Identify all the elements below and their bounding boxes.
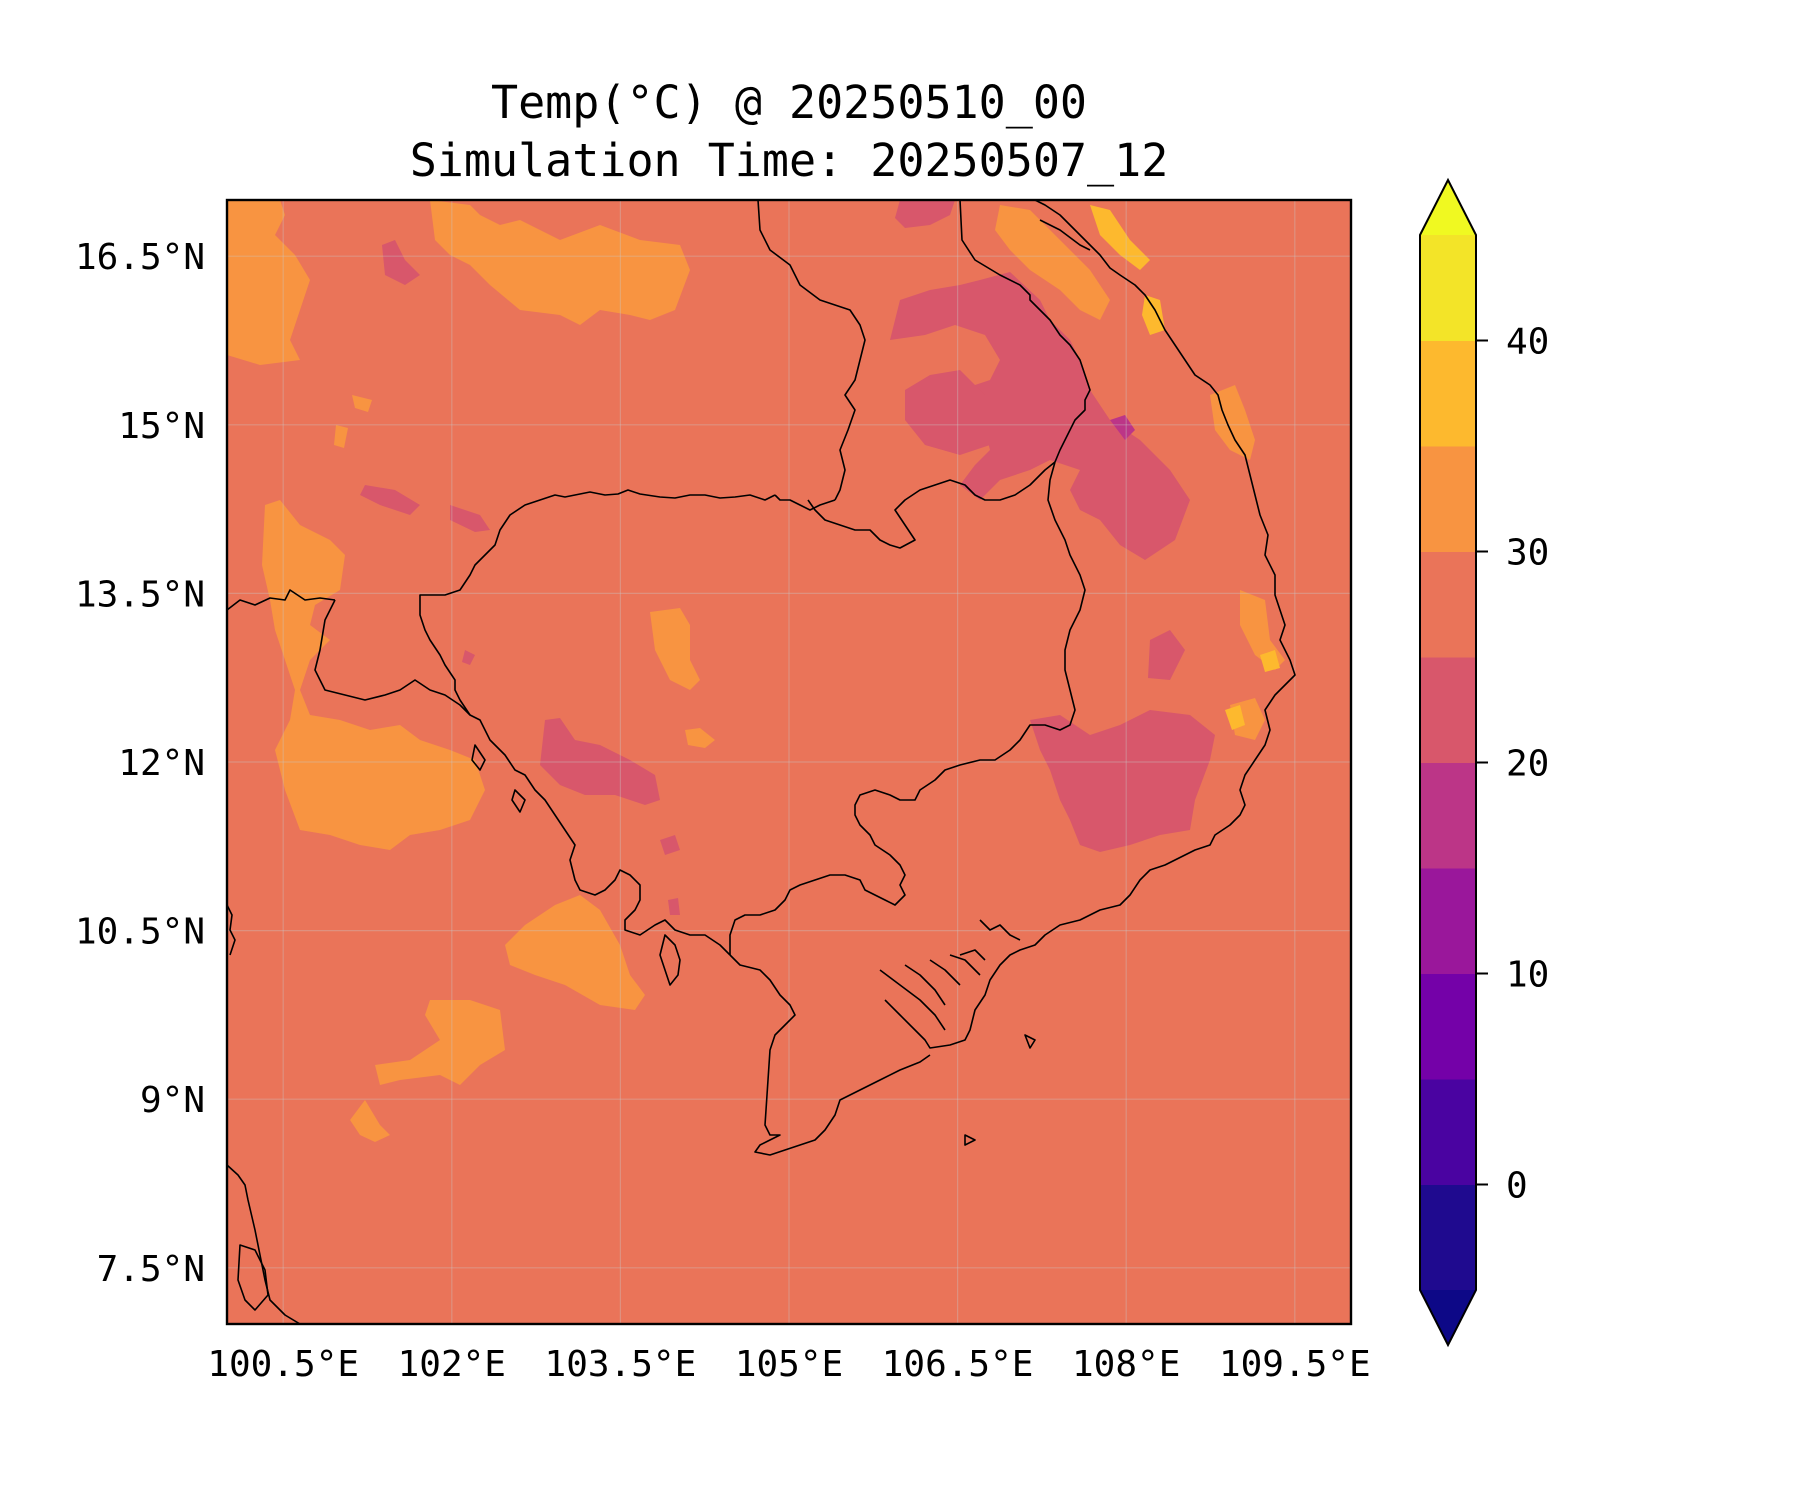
colorbar-segment: [1420, 340, 1476, 447]
coastline-mekong-delta: [879, 919, 1021, 1031]
region-pink-south-highland: [1030, 710, 1215, 852]
colorbar-tick-label: 0: [1506, 1166, 1528, 1207]
region-pink-tiny1: [660, 835, 680, 855]
colorbar-segment: [1420, 868, 1476, 974]
colorbar: 0 10 20 30 40: [1419, 177, 1549, 1348]
map-subtitle: Simulation Time: 20250507_12: [409, 134, 1169, 187]
region-orange-tiny2: [334, 425, 348, 448]
coastline-gulf-thailand-west: [227, 589, 336, 1324]
temp-15-20-regions: [1110, 415, 1135, 440]
region-orange-central-small: [685, 728, 715, 748]
temp-20-25-regions: [360, 200, 1215, 915]
x-tick-label: 102°E: [398, 1344, 506, 1385]
colorbar-segment: [1420, 235, 1476, 341]
colorbar-segment: [1420, 1184, 1476, 1291]
y-tick-label: 16.5°N: [75, 237, 205, 278]
temp-30-35-regions: [227, 200, 1285, 1142]
colorbar-tick-label: 10: [1506, 955, 1549, 996]
x-tick-label: 108°E: [1072, 1344, 1180, 1385]
region-orange-small-sw: [350, 1100, 390, 1142]
border-cambodia-vietnam: [729, 461, 1086, 955]
region-light-orange-coast1: [1142, 295, 1165, 335]
y-axis-tick-labels: 7.5°N 9°N 10.5°N 12°N 13.5°N 15°N 16.5°N: [75, 237, 205, 1290]
region-orange-coast-mid: [1210, 385, 1255, 460]
x-tick-label: 109.5°E: [1219, 1344, 1371, 1385]
region-orange-tiny1: [352, 395, 372, 412]
region-pink-highland: [890, 272, 1190, 560]
border-thailand-myanmar-southwest: [227, 904, 236, 956]
colorbar-segment: [1420, 1079, 1476, 1185]
region-orange-coast-south: [1240, 590, 1285, 670]
region-pink-north: [895, 200, 955, 228]
colorbar-outline: [1419, 177, 1477, 1348]
region-magenta-highland: [1110, 415, 1135, 440]
region-light-orange-coast3: [1260, 650, 1280, 672]
colorbar-over-extension: [1420, 180, 1476, 235]
colorbar-segment: [1420, 551, 1476, 658]
y-tick-label: 13.5°N: [75, 574, 205, 615]
map-title: Temp(°C) @ 20250510_00: [490, 76, 1088, 129]
temp-35-40-regions: [1090, 205, 1280, 730]
region-pink-central-east: [905, 370, 1000, 455]
colorbar-tick-label: 20: [1506, 744, 1549, 785]
colorbar-under-extension: [1420, 1290, 1476, 1345]
y-tick-label: 10.5°N: [75, 912, 205, 953]
region-light-orange-north: [1090, 205, 1150, 270]
coastline-cambodia-vietnam-south: [729, 200, 1296, 1156]
colorbar-segment: [1420, 973, 1476, 1080]
region-orange-coast-north: [995, 205, 1110, 320]
border-cambodia-laos: [807, 461, 1056, 549]
region-pink-west-strip1: [360, 485, 420, 515]
region-orange-gulf: [505, 895, 645, 1010]
coastline-islands-gulf: [237, 744, 1036, 1311]
y-tick-label: 9°N: [140, 1080, 205, 1121]
border-laos-thailand: [757, 200, 866, 511]
colorbar-segment: [1420, 446, 1476, 552]
region-orange-southwest: [375, 1000, 505, 1085]
region-pink-cambodia-west: [540, 718, 660, 805]
colorbar-tick-label: 40: [1506, 322, 1549, 363]
colorbar-segment: [1420, 657, 1476, 763]
region-pink-tiny2: [462, 650, 475, 665]
colorbar-segment: [1420, 762, 1476, 869]
coastlines-and-borders: [227, 200, 1296, 1324]
y-tick-label: 12°N: [118, 743, 205, 784]
map-frame: [225, 198, 1353, 1326]
x-tick-label: 106.5°E: [882, 1344, 1034, 1385]
x-axis-tick-labels: 100.5°E 102°E 103.5°E 105°E 106.5°E 108°E 109.…: [207, 1344, 1370, 1385]
region-pink-coast-east: [1148, 630, 1185, 680]
region-pink-north-small: [382, 240, 420, 285]
border-thailand-cambodia: [419, 489, 776, 716]
x-tick-label: 103.5°E: [545, 1344, 697, 1385]
gridlines: [227, 200, 1351, 1324]
region-pink-tiny3: [668, 898, 680, 915]
border-laos-vietnam: [959, 200, 1091, 463]
region-orange-northwest: [227, 200, 310, 365]
region-light-orange-coast2: [1225, 705, 1245, 730]
y-tick-label: 7.5°N: [97, 1249, 205, 1290]
map-area: [227, 200, 1351, 1324]
region-pink-west-strip2: [450, 505, 490, 532]
y-tick-label: 15°N: [118, 406, 205, 447]
x-tick-label: 105°E: [735, 1344, 843, 1385]
region-orange-west-lake: [262, 500, 485, 850]
x-tick-label: 100.5°E: [207, 1344, 359, 1385]
region-orange-north: [430, 200, 690, 325]
region-orange-central: [650, 608, 700, 690]
coastline-thailand-east: [314, 599, 731, 956]
colorbar-tick-label: 30: [1506, 533, 1549, 574]
